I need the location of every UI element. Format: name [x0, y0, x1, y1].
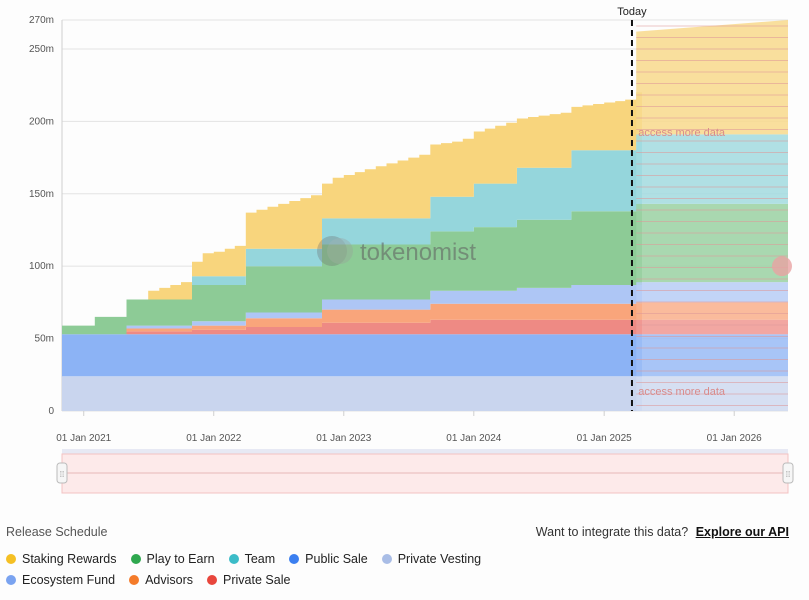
integrate-prompt: Want to integrate this data? Explore our… — [536, 525, 789, 539]
legend-dot-icon — [228, 554, 239, 564]
projection-area — [636, 319, 788, 335]
watermark: tokenomist — [317, 236, 476, 266]
legend-item-private-vesting[interactable]: Private Vesting — [381, 552, 482, 566]
legend-item-private-sale[interactable]: Private Sale — [207, 573, 290, 587]
legend-dot-icon — [381, 554, 392, 564]
series-area-public-sale — [62, 334, 642, 377]
series-area-staking-rewards — [62, 92, 642, 326]
release-schedule-title: Release Schedule — [6, 525, 108, 539]
projection-area — [636, 134, 788, 204]
projection-area — [636, 20, 788, 135]
y-tick-label: 250m — [29, 44, 54, 55]
x-tick-label: 01 Jan 2021 — [56, 433, 111, 444]
legend-item-public-sale[interactable]: Public Sale — [289, 552, 368, 566]
projection-area — [636, 376, 788, 411]
legend-label: Team — [244, 552, 276, 566]
y-tick-label: 100m — [29, 261, 54, 272]
legend-label: Play to Earn — [146, 552, 215, 566]
series-area-team — [62, 141, 642, 326]
navigator-right-grip: ⁞⁞ — [786, 470, 790, 479]
locked-text: access more data — [638, 386, 726, 398]
explore-api-link[interactable]: Explore our API — [695, 525, 789, 539]
legend-item-team[interactable]: Team — [228, 552, 276, 566]
locked-overlay — [636, 20, 788, 411]
x-tick-label: 01 Jan 2024 — [446, 433, 501, 444]
series-area-play-to-earn — [62, 211, 642, 335]
legend-dot-icon — [6, 554, 16, 564]
legend-item-advisors[interactable]: Advisors — [129, 573, 193, 587]
projection-area — [636, 203, 788, 283]
x-tick-label: 01 Jan 2025 — [577, 433, 632, 444]
locked-hatching — [636, 25, 788, 406]
series-area-private-sale — [62, 319, 642, 335]
navigator-top-strip — [62, 449, 788, 454]
legend-row: Ecosystem Fund Advisors Private Sale — [6, 573, 806, 587]
legend-dot-icon — [6, 575, 16, 585]
today-label: Today — [617, 6, 647, 18]
legend-label: Public Sale — [305, 552, 368, 566]
legend-dot-icon — [207, 575, 218, 585]
legend-dot-icon — [129, 575, 140, 585]
legend-row: Staking Rewards Play to Earn Team Public Sa… — [6, 552, 806, 566]
integrate-text: Want to integrate this data? — [535, 525, 689, 539]
legend-label: Advisors — [145, 573, 194, 587]
series-area-ecosystem-fund — [62, 285, 642, 335]
release-schedule-chart: 0 50m 100m 150m 200m 250m 270m access more data… — [29, 6, 794, 494]
locked-text: access more data — [638, 127, 726, 139]
watermark-logo-icon — [327, 238, 353, 264]
x-tick-label: 01 Jan 2023 — [316, 433, 371, 444]
legend-item-ecosystem-fund[interactable]: Ecosystem Fund — [6, 573, 115, 587]
legend-item-play-to-earn[interactable]: Play to Earn — [130, 552, 215, 566]
legend-label: Private Sale — [223, 573, 291, 587]
navigator-left-grip: ⁞⁞ — [60, 470, 64, 479]
y-tick-label: 50m — [35, 334, 54, 345]
x-tick-label: 01 Jan 2022 — [186, 433, 241, 444]
navigator-right-handle[interactable] — [782, 462, 794, 484]
y-tick-label: 200m — [29, 116, 54, 127]
y-tick-label: 0 — [48, 406, 54, 417]
series-area-private-vesting — [62, 376, 642, 411]
legend: Staking Rewards Play to Earn Team Public Sa… — [6, 552, 806, 594]
watermark-logo-icon — [317, 236, 347, 266]
projection-area — [636, 302, 788, 320]
legend-label: Private Vesting — [397, 552, 482, 566]
legend-dot-icon — [289, 554, 300, 564]
y-tick-label: 150m — [29, 189, 54, 200]
navigator-left-handle[interactable] — [56, 462, 68, 484]
watermark-text: tokenomist — [360, 239, 476, 266]
legend-item-staking-rewards[interactable]: Staking Rewards — [6, 552, 117, 566]
locked-badge-icon — [772, 256, 792, 277]
x-tick-label: 01 Jan 2026 — [707, 433, 762, 444]
projection-area — [636, 334, 788, 377]
legend-dot-icon — [130, 554, 141, 564]
legend-label: Ecosystem Fund — [22, 573, 116, 587]
series-area-advisors — [62, 303, 642, 335]
legend-label: Staking Rewards — [22, 552, 117, 566]
navigator: ⁞⁞ ⁞⁞ — [56, 449, 794, 494]
y-tick-label: 270m — [29, 15, 54, 26]
projection-area — [636, 282, 788, 303]
